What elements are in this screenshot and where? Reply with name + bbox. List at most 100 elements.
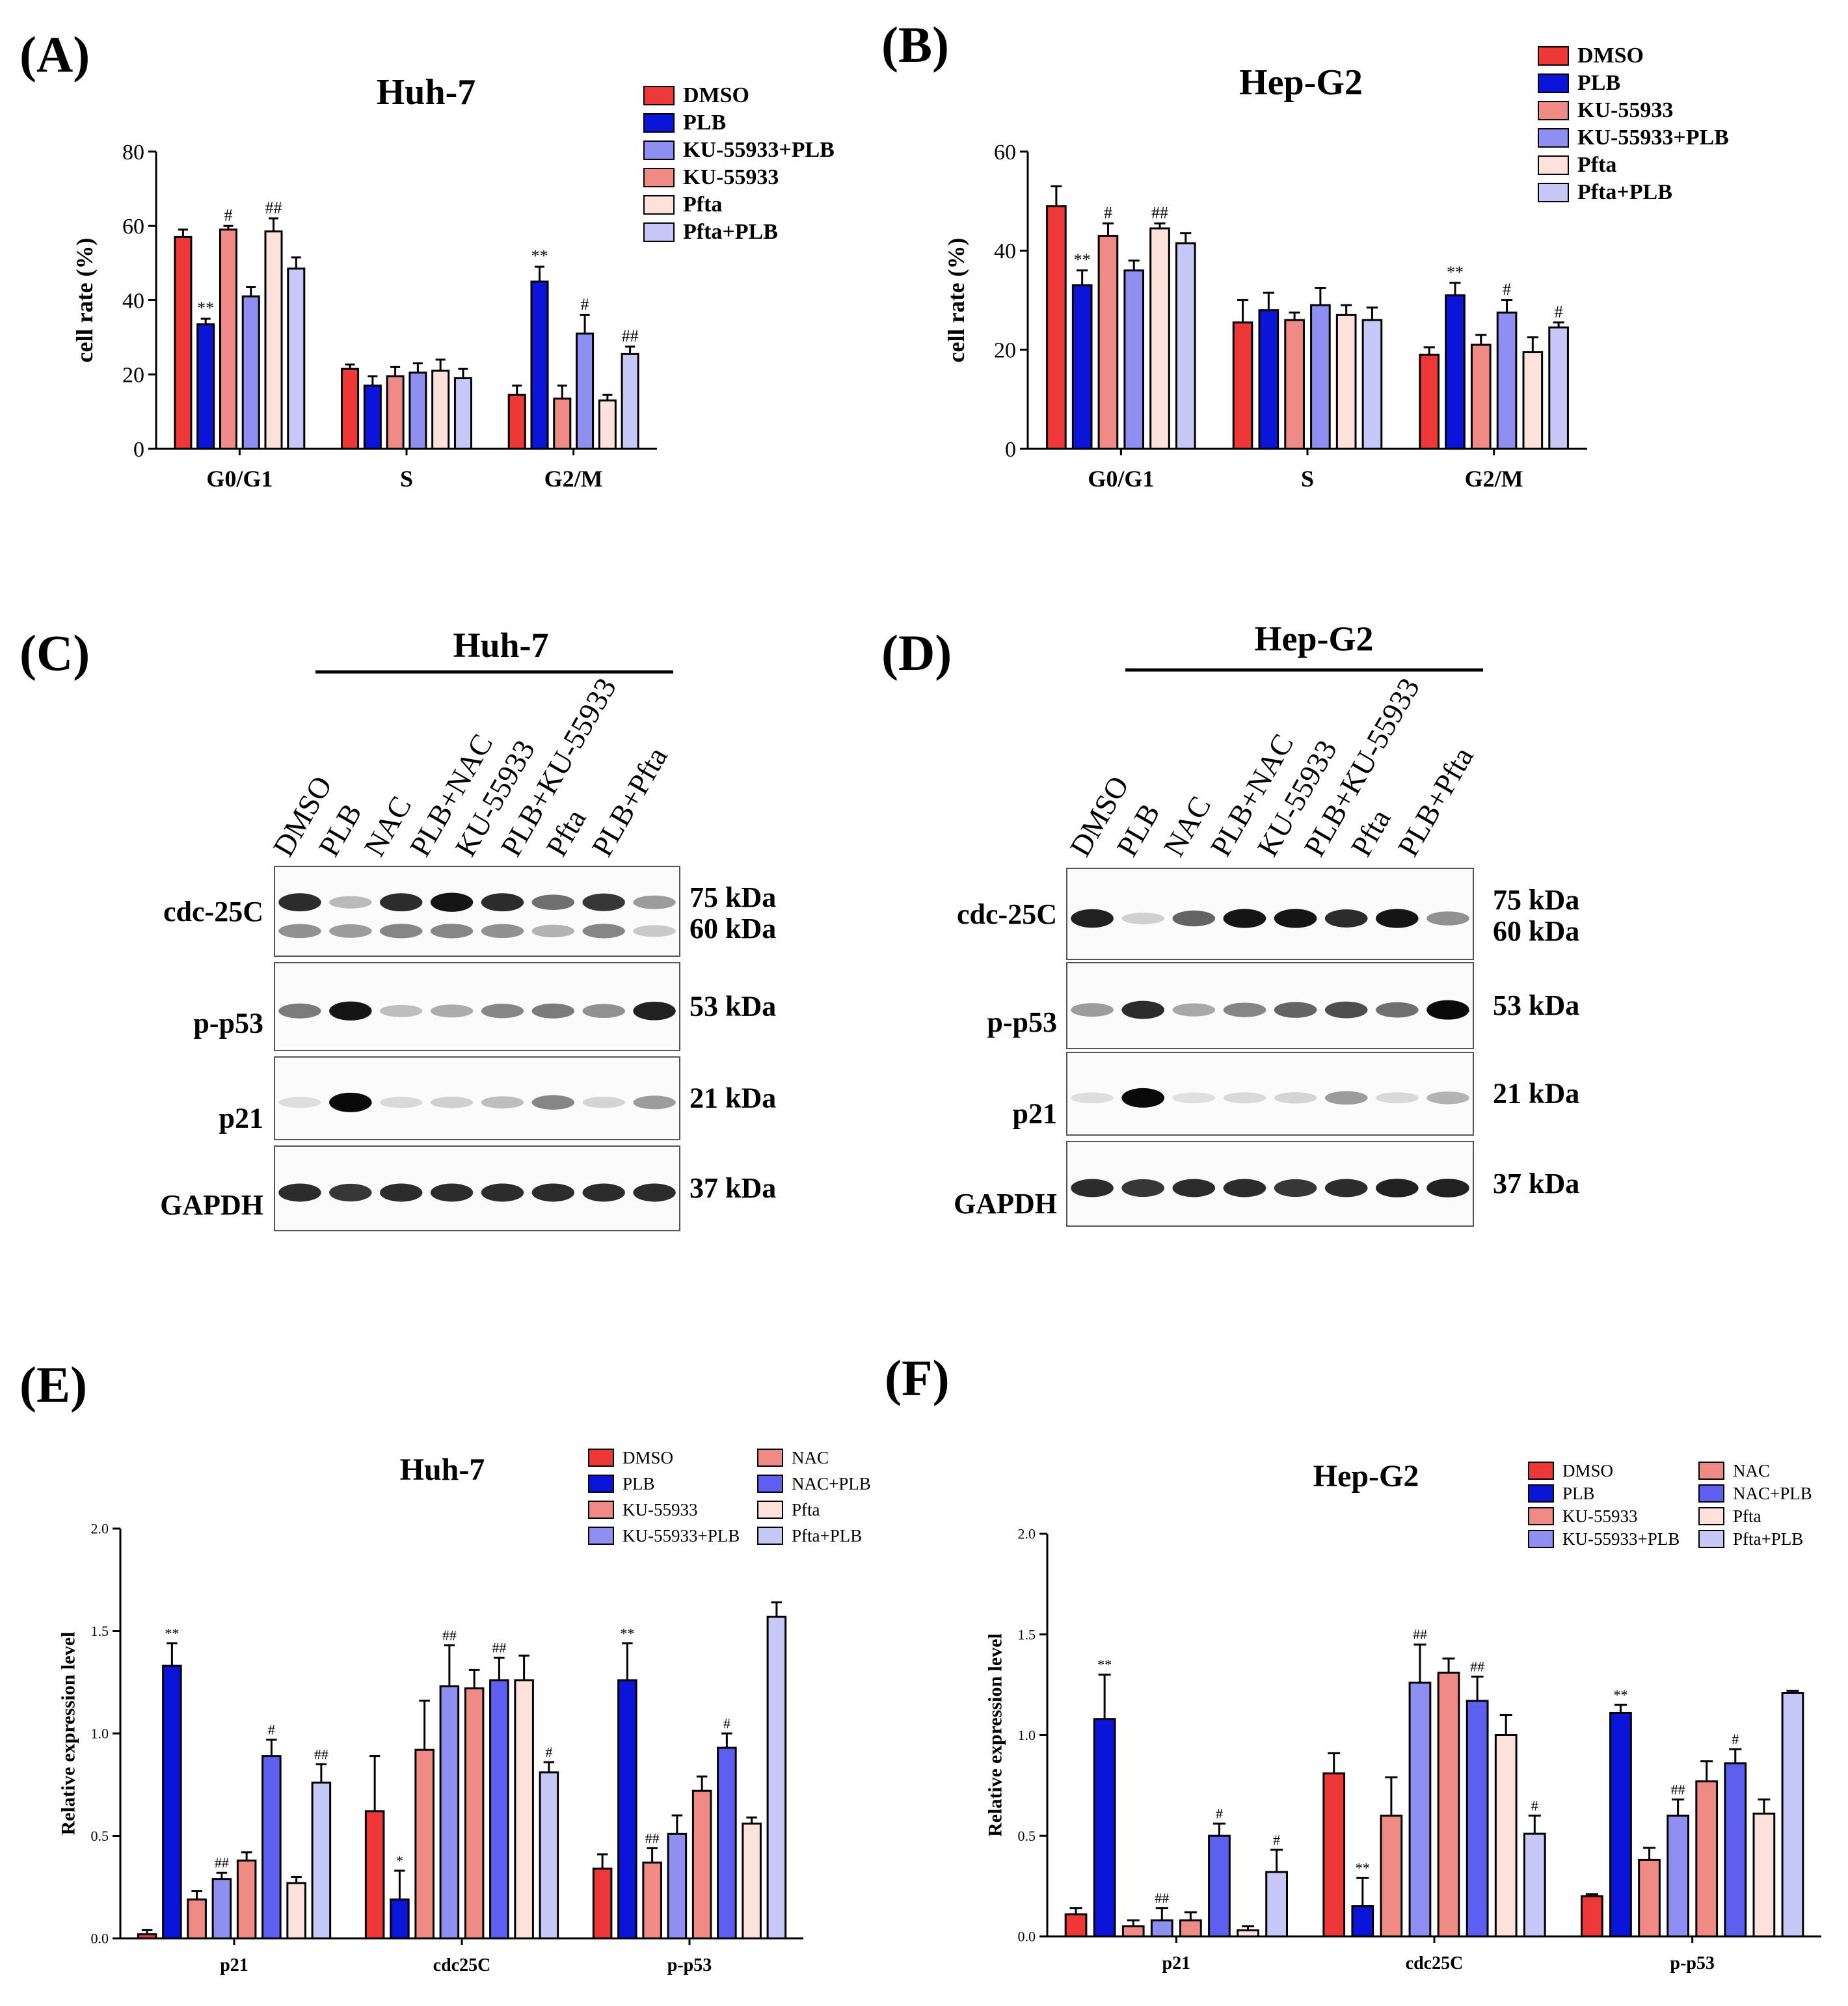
bar-DMSO <box>1419 353 1440 450</box>
blot-band <box>379 893 423 912</box>
blot-band <box>1324 909 1368 928</box>
legend: DMSO PLB KU-55933+PLB KU-55933 Pfta Pfta+PLB <box>643 83 835 244</box>
blot-band <box>582 924 625 939</box>
blot-band <box>1223 1002 1266 1017</box>
blot-band <box>278 1097 321 1108</box>
bar-PLB <box>1258 309 1279 450</box>
significance-mark: ## <box>314 1746 328 1762</box>
bar-DMSO <box>507 394 526 450</box>
blot-band <box>582 1183 625 1202</box>
blot-band <box>278 893 321 912</box>
bar-Pfta+PLB <box>287 267 306 450</box>
bar-Pfta <box>1149 227 1170 450</box>
legend-label: PLB <box>1577 71 1620 95</box>
legend-swatch <box>1538 74 1569 93</box>
blot-band <box>278 1183 321 1202</box>
blot-band <box>278 924 321 939</box>
legend-swatch <box>757 1527 783 1545</box>
panel-letter-e: (E) <box>20 1356 87 1413</box>
blot-band <box>1376 909 1419 928</box>
legend-label: PLB <box>683 111 726 135</box>
significance-mark: ** <box>620 1625 634 1641</box>
bar-DMSO <box>1581 1895 1603 1938</box>
blot-band <box>1324 1179 1368 1197</box>
y-tick-label: 60 <box>122 215 144 239</box>
blot-band <box>481 1004 524 1019</box>
legend-swatch <box>1538 183 1569 202</box>
blot-band <box>531 1183 575 1202</box>
x-tick-label: G0/G1 <box>1088 466 1154 492</box>
significance-mark: ## <box>1155 1890 1169 1906</box>
legend-swatch <box>1538 155 1569 175</box>
bar-PLB <box>162 1665 182 1940</box>
bar-DMSO <box>1322 1772 1346 1938</box>
blot-band <box>1324 1001 1368 1019</box>
blot-band <box>430 1097 474 1108</box>
y-tick-label: 2.0 <box>91 1521 109 1537</box>
x-tick-label: cdc25C <box>433 1955 491 1975</box>
blot-band <box>1274 1092 1317 1104</box>
bar-NAC+PLB <box>1466 1700 1489 1938</box>
y-tick-label: 1.0 <box>1018 1727 1036 1743</box>
legend-label: KU-55933+PLB <box>1562 1529 1680 1549</box>
blot-band <box>1376 1179 1419 1197</box>
y-tick-label: 0 <box>133 438 144 462</box>
legend-swatch <box>757 1475 783 1493</box>
blot-row-label: p21 <box>1013 1098 1057 1130</box>
legend-label: KU-55933+PLB <box>623 1526 740 1545</box>
significance-mark: ## <box>1413 1626 1427 1642</box>
legend-swatch <box>588 1527 614 1545</box>
bar-KU-55933 <box>1470 343 1492 450</box>
chart-3: Hep-G2 0.0 0.5 1.0 1.5 2.0 Relative expression… <box>984 1459 1821 1973</box>
x-tick-label: S <box>400 466 413 492</box>
blot-band <box>1223 1179 1266 1197</box>
blot-band <box>1426 911 1469 926</box>
legend-swatch <box>1538 46 1569 66</box>
blot-band <box>1071 909 1114 928</box>
bar-PLB <box>363 384 382 450</box>
significance-mark: ** <box>1356 1860 1370 1876</box>
blot-band <box>1121 913 1164 924</box>
bar-NAC+PLB <box>1208 1834 1231 1938</box>
legend-label: Pfta+PLB <box>1733 1529 1803 1549</box>
legend-swatch <box>1528 1462 1554 1480</box>
blot-band <box>430 1004 474 1018</box>
bar-KU-55933 <box>1284 319 1305 450</box>
bar-DMSO <box>137 1933 157 1940</box>
y-axis-label: cell rate (%) <box>72 238 98 363</box>
blot-size-label: 21 kDa <box>690 1082 776 1114</box>
bar-KU-55933 <box>1121 1925 1145 1938</box>
bar-NAC+PLB <box>717 1746 737 1940</box>
y-tick-label: 1.0 <box>91 1726 109 1742</box>
bar-Pfta+PLB <box>621 353 639 450</box>
significance-mark: * <box>396 1852 403 1869</box>
bar-PLB <box>530 280 549 450</box>
bar-KU-55933+PLB <box>211 1878 232 1940</box>
y-tick-label: 0.0 <box>91 1931 109 1947</box>
blot-band <box>430 924 474 939</box>
legend-label: NAC+PLB <box>792 1474 871 1493</box>
bar-NAC <box>1179 1919 1202 1938</box>
bar-NAC+PLB <box>489 1679 509 1940</box>
bar-KU-55933+PLB <box>408 371 427 450</box>
bar-KU-55933 <box>553 397 572 450</box>
x-tick-label: G2/M <box>544 466 603 492</box>
blot-size-label: 53 kDa <box>1493 989 1579 1021</box>
legend-label: KU-55933 <box>1562 1506 1638 1526</box>
legend-swatch <box>1698 1530 1724 1548</box>
legend-label: KU-55933+PLB <box>683 138 835 162</box>
bar-Pfta <box>598 399 617 450</box>
significance-mark: # <box>545 1744 552 1760</box>
x-tick-label: cdc25C <box>1406 1953 1464 1973</box>
blot-band <box>379 1183 423 1202</box>
blot-band <box>633 1001 676 1021</box>
blot-band <box>1121 1088 1164 1108</box>
y-tick-label: 0.5 <box>91 1828 109 1844</box>
bar-Pfta+PLB <box>1265 1871 1288 1938</box>
bar-PLB <box>1351 1905 1374 1938</box>
legend-swatch <box>1528 1484 1554 1503</box>
significance-mark: # <box>268 1721 275 1737</box>
blot-band <box>1121 1179 1164 1197</box>
legend-swatch <box>1698 1484 1724 1503</box>
legend-swatch <box>1698 1462 1724 1480</box>
